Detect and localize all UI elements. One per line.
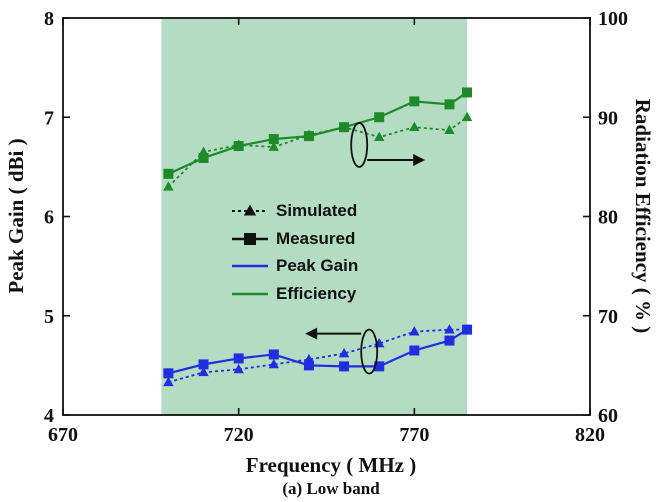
y-tick-label: 4 [44, 405, 54, 427]
legend-simulated-marker [243, 204, 257, 216]
y-tick-label: 5 [44, 306, 54, 328]
efficiency-axis-arrow-loop [350, 122, 369, 168]
legend-label-efficiency: Efficiency [276, 284, 357, 303]
ticks-layer: 670 720 770 820 4 5 6 7 8 60 70 80 90 100 [44, 8, 628, 446]
efficiency-measured-point [409, 96, 420, 107]
gain-axis-arrow-head [305, 327, 318, 340]
peak-gain-measured-point [462, 324, 473, 335]
peak-gain-simulated-point [444, 324, 455, 334]
efficiency-measured-point [268, 134, 279, 145]
peak-gain-measured-point [233, 353, 244, 364]
peak-gain-simulated-point [198, 366, 209, 377]
x-tick-label: 670 [48, 424, 78, 446]
efficiency-measured-point [462, 87, 473, 98]
efficiency-axis-arrow-head [413, 153, 426, 166]
peak-gain-measured-point [444, 335, 455, 346]
peak-gain-measured-point [268, 349, 279, 360]
x-tick-label: 770 [399, 424, 429, 446]
y-axis-title: Peak Gain ( dBi ) [4, 138, 28, 293]
efficiency-simulated-point [461, 111, 473, 122]
peak-gain-measured-point [339, 361, 350, 372]
efficiency-measured-point [163, 168, 174, 179]
x-tick-label: 820 [575, 424, 605, 446]
peak-gain-simulated-point [233, 363, 244, 374]
y2-tick-label: 80 [598, 207, 618, 229]
peak-gain-measured-point [303, 360, 314, 371]
y2-tick-label: 100 [598, 8, 628, 30]
efficiency-simulated-point [444, 124, 455, 135]
efficiency-measured-point [198, 152, 209, 163]
y-tick-label: 6 [44, 207, 54, 229]
peak-gain-measured-point [374, 361, 385, 372]
y2-tick-label: 70 [598, 306, 618, 328]
legend-measured-marker [244, 233, 256, 245]
peak-gain-simulated-point [268, 358, 280, 369]
peak-gain-simulated-point [163, 376, 174, 387]
efficiency-simulated-point [163, 181, 174, 191]
y-tick-label: 7 [44, 107, 54, 129]
efficiency-measured-point [374, 112, 385, 123]
y2-tick-label: 90 [598, 107, 618, 129]
efficiency-simulated-point [268, 141, 280, 151]
series-layer [163, 87, 473, 387]
annotation-layer [305, 122, 426, 375]
legend-symbol-simulated [232, 204, 268, 216]
efficiency-simulated-point [373, 131, 385, 141]
efficiency-simulated-point [409, 121, 420, 132]
peak-gain-measured-point [163, 368, 174, 379]
efficiency-measured-line [167, 91, 468, 175]
efficiency-measured-point [303, 131, 314, 142]
gain-axis-arrow-loop [360, 328, 379, 375]
efficiency-measured-point [444, 99, 455, 110]
peak-gain-measured-point [409, 345, 420, 356]
legend-label-measured: Measured [276, 229, 355, 248]
peak-gain-simulated-point [409, 326, 420, 336]
y2-axis-title: Radiation Efficiency ( % ) [631, 99, 655, 333]
legend: Simulated Measured Peak Gain Efficiency [232, 201, 358, 303]
legend-symbol-measured [232, 233, 268, 245]
peak-gain-measured-point [198, 359, 209, 370]
peak-gain-simulated-line [168, 328, 468, 384]
peak-gain-measured-line [168, 328, 468, 375]
x-axis-title: Frequency ( MHz ) [246, 453, 416, 477]
x-tick-label: 720 [224, 424, 254, 446]
peak-gain-simulated-point [338, 347, 350, 358]
y2-tick-label: 60 [598, 405, 618, 427]
legend-label-peak-gain: Peak Gain [276, 256, 358, 275]
efficiency-measured-point [233, 141, 244, 152]
figure-caption: (a) Low band [282, 479, 380, 498]
legend-label-simulated: Simulated [276, 201, 357, 220]
y-tick-label: 8 [44, 8, 54, 30]
efficiency-measured-point [339, 122, 350, 133]
